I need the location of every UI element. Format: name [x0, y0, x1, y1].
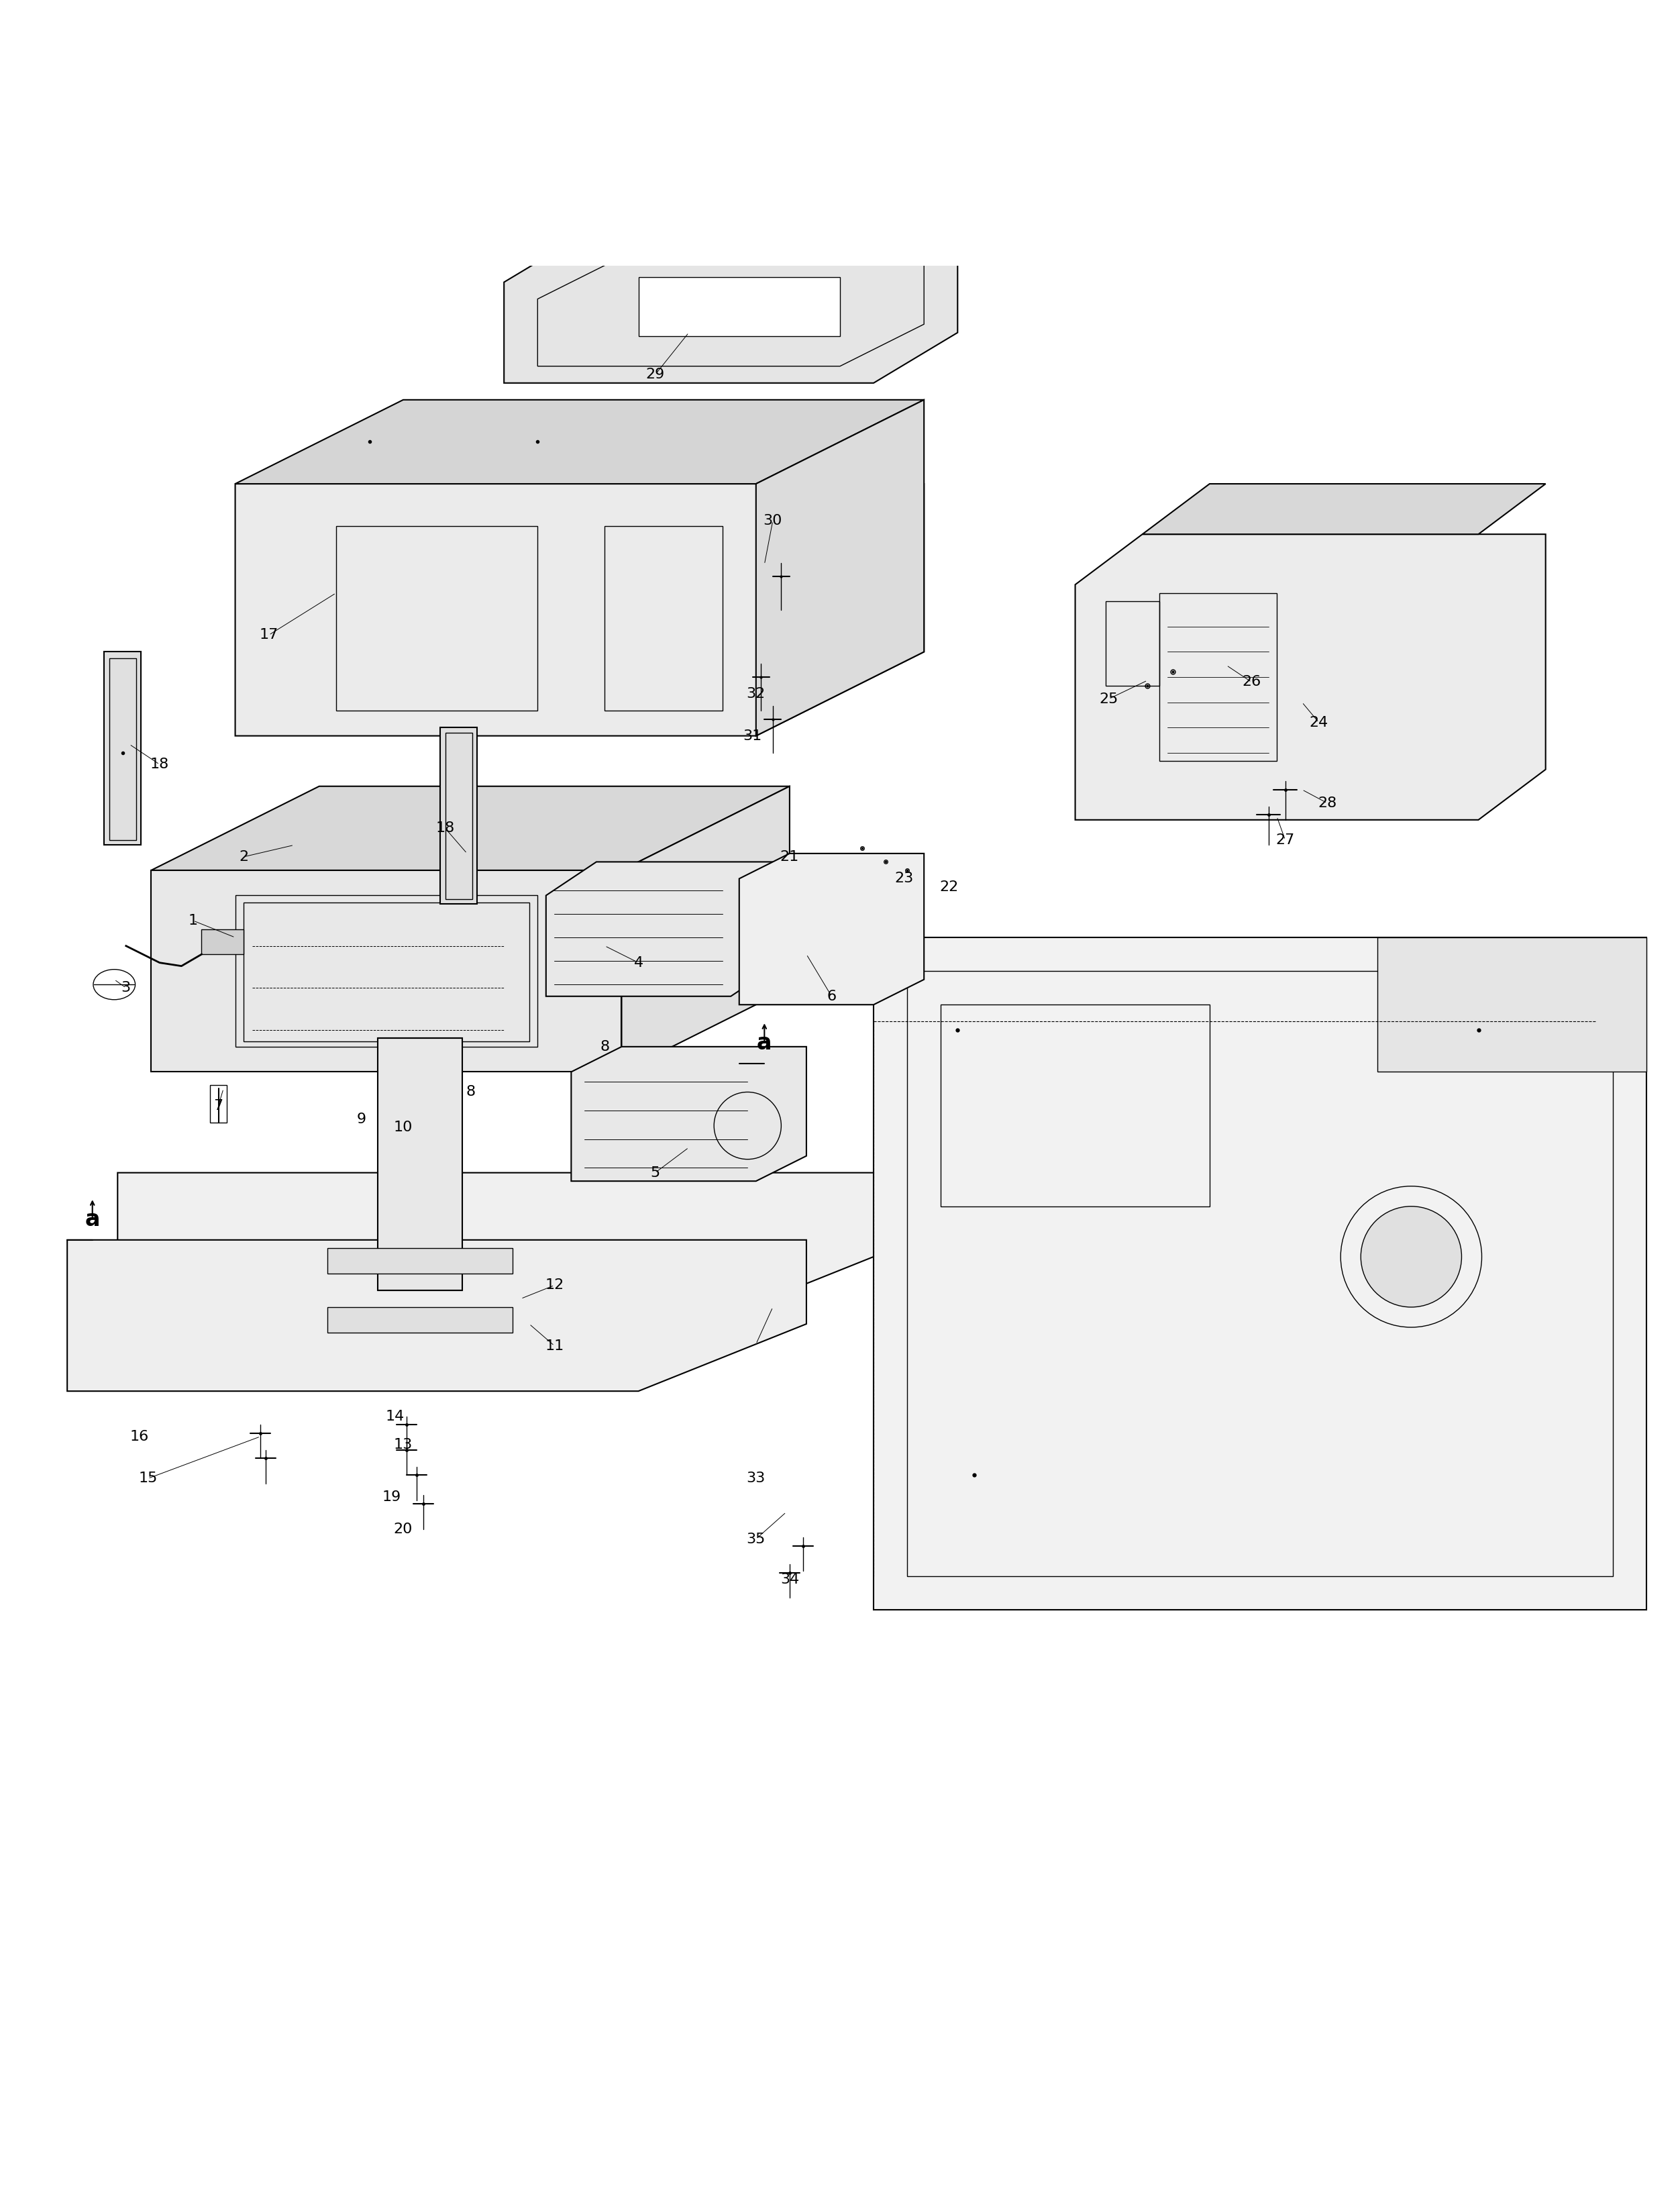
Text: 29: 29	[645, 367, 665, 380]
Polygon shape	[1075, 535, 1546, 820]
Text: 19: 19	[381, 1490, 402, 1503]
Text: 23: 23	[894, 871, 914, 884]
Text: 1: 1	[188, 913, 198, 926]
Text: 12: 12	[544, 1278, 564, 1291]
Text: 13: 13	[393, 1437, 413, 1453]
Text: a: a	[86, 1209, 99, 1232]
Text: 2: 2	[239, 849, 249, 865]
Polygon shape	[151, 871, 622, 1072]
Bar	[378, 1039, 462, 1291]
Bar	[445, 732, 472, 900]
Bar	[235, 895, 538, 1046]
Text: 26: 26	[1242, 674, 1262, 690]
Bar	[638, 276, 840, 336]
Polygon shape	[756, 400, 924, 736]
Polygon shape	[1142, 484, 1546, 535]
Polygon shape	[118, 1172, 874, 1324]
Text: 18: 18	[150, 758, 170, 772]
Polygon shape	[546, 862, 781, 997]
Text: 6: 6	[827, 991, 837, 1004]
Bar	[328, 1307, 512, 1333]
Bar	[907, 971, 1613, 1576]
Text: 31: 31	[743, 730, 763, 743]
Text: 27: 27	[1275, 834, 1295, 847]
Text: 20: 20	[393, 1521, 413, 1537]
Polygon shape	[874, 937, 1646, 1610]
Text: 32: 32	[746, 688, 766, 701]
Bar	[328, 1249, 512, 1274]
Text: 8: 8	[465, 1086, 475, 1099]
Bar	[244, 902, 529, 1041]
Text: 25: 25	[1099, 692, 1119, 705]
Polygon shape	[235, 400, 924, 484]
Text: 8: 8	[600, 1039, 610, 1052]
Text: 9: 9	[356, 1112, 366, 1125]
Text: 24: 24	[1309, 716, 1329, 730]
Text: 21: 21	[780, 849, 800, 865]
Bar	[440, 727, 477, 904]
Text: 28: 28	[1317, 796, 1337, 809]
Text: 4: 4	[633, 955, 643, 968]
Text: 10: 10	[393, 1121, 413, 1134]
Text: 34: 34	[780, 1572, 800, 1585]
Text: a: a	[758, 1033, 771, 1055]
Text: 16: 16	[129, 1431, 150, 1444]
Text: 18: 18	[435, 822, 455, 836]
Text: 15: 15	[138, 1473, 158, 1486]
Polygon shape	[571, 1046, 806, 1181]
Bar	[210, 1086, 227, 1123]
Polygon shape	[151, 787, 790, 871]
Circle shape	[1361, 1207, 1462, 1307]
Text: 3: 3	[121, 982, 131, 995]
Bar	[1159, 593, 1277, 761]
Bar	[605, 526, 722, 710]
Text: 7: 7	[213, 1099, 223, 1112]
Text: 22: 22	[939, 880, 959, 893]
Polygon shape	[202, 929, 244, 955]
Bar	[109, 659, 136, 840]
Bar	[336, 526, 538, 710]
Text: 5: 5	[650, 1165, 660, 1178]
Polygon shape	[235, 484, 924, 736]
Polygon shape	[504, 232, 958, 383]
Polygon shape	[622, 787, 790, 1072]
Text: 14: 14	[385, 1411, 405, 1424]
Bar	[104, 652, 141, 845]
Text: 35: 35	[746, 1532, 766, 1545]
Text: 17: 17	[259, 628, 279, 641]
Polygon shape	[67, 1240, 806, 1391]
Polygon shape	[1378, 937, 1646, 1072]
Polygon shape	[739, 853, 924, 1004]
Text: 33: 33	[746, 1473, 766, 1486]
Text: 30: 30	[763, 515, 783, 528]
Text: 11: 11	[544, 1340, 564, 1353]
